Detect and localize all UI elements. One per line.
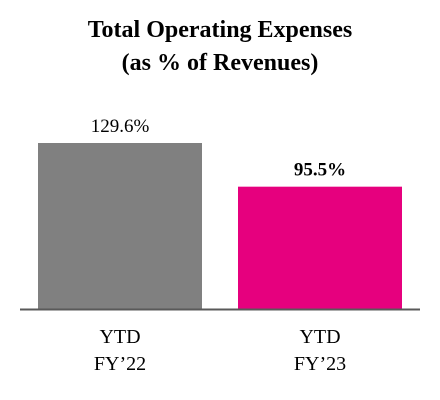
x-tick-label-2-line-1: YTD bbox=[299, 326, 340, 348]
data-label-1: 129.6% bbox=[91, 116, 150, 137]
x-tick-label-2-line-2: FY’23 bbox=[294, 353, 346, 375]
x-tick-label-1-line-2: FY’22 bbox=[94, 353, 146, 375]
bar-2 bbox=[238, 186, 402, 309]
data-label-2: 95.5% bbox=[294, 160, 346, 181]
chart-title: Total Operating Expenses bbox=[87, 17, 353, 43]
x-tick-label-1-line-1: YTD bbox=[99, 326, 140, 348]
bar-1 bbox=[38, 143, 202, 309]
chart-subtitle: (as % of Revenues) bbox=[121, 50, 319, 76]
